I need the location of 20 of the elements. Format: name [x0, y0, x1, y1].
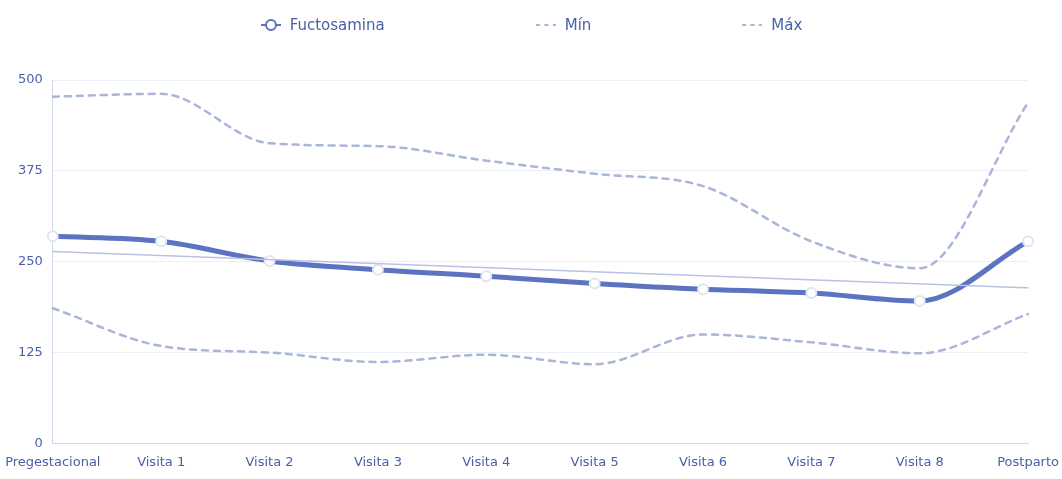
legend-label: Máx — [771, 16, 803, 34]
y-tick-label: 0 — [34, 434, 43, 450]
x-tick-label: Visita 4 — [462, 453, 511, 469]
x-tick-label: Visita 8 — [895, 453, 944, 469]
line-series — [51, 92, 1030, 270]
y-tick-label: 250 — [17, 253, 43, 269]
y-tick-label: 375 — [17, 162, 43, 178]
x-tick-label: Visita 7 — [787, 453, 836, 469]
line-series — [51, 306, 1030, 366]
y-tick-label: 500 — [17, 71, 43, 87]
legend-label: Fuctosamina — [289, 16, 385, 34]
x-tick-label: Visita 5 — [570, 453, 619, 469]
x-tick-label: Visita 6 — [678, 453, 728, 469]
x-tick-label: Visita 1 — [137, 453, 186, 469]
x-tick-label: Pregestacional — [5, 453, 101, 469]
x-tick-label: Postparto — [997, 453, 1060, 469]
x-tick-label: Visita 2 — [245, 453, 294, 469]
legend-label: Mín — [564, 16, 592, 34]
x-tick-label: Visita 3 — [353, 453, 402, 469]
y-tick-label: 125 — [17, 343, 43, 359]
